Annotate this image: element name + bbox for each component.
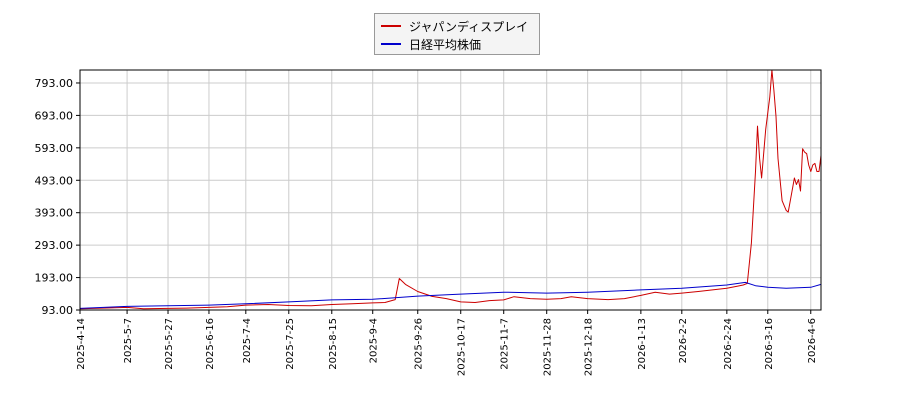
series-lines [79,69,822,310]
legend-label-series-1: ジャパンディスプレイ [409,19,529,34]
x-tick-label: 2026-4-6 [807,318,818,363]
x-tick-label: 2025-12-18 [584,318,595,376]
y-tick-label: 393.00 [35,207,74,220]
y-tick-label: 593.00 [35,142,74,155]
x-tick-label: 2025-4-14 [76,318,87,370]
x-tick-label: 2026-2-24 [723,318,734,370]
y-tick-label: 93.00 [42,304,74,317]
x-tick-label: 2025-11-28 [543,318,554,376]
legend-swatch-series-2 [381,43,401,45]
x-tick-label: 2025-8-15 [328,318,339,370]
y-axis: 93.00 193.00 293.00 393.00 493.00 593.00 693.0… [35,77,80,317]
y-tick-label: 293.00 [35,239,74,252]
series-line-2 [79,281,822,309]
x-tick-label: 2025-9-26 [414,318,425,370]
plot-frame [79,69,822,311]
y-tick-label: 493.00 [35,174,74,187]
x-tick-label: 2025-7-4 [242,318,253,363]
series-line-1 [79,69,822,310]
grid-lines [79,70,821,311]
x-tick-label: 2025-10-17 [457,318,468,376]
y-tick-label: 193.00 [35,272,74,285]
legend-swatch-series-1 [381,25,401,27]
legend-item-series-2: 日経平均株価 [381,36,481,52]
x-tick-label: 2025-6-16 [205,318,216,370]
legend: ジャパンディスプレイ 日経平均株価 [374,13,540,55]
x-tick-label: 2026-1-13 [637,318,648,370]
x-tick-label: 2025-5-7 [123,318,134,363]
x-tick-label: 2025-7-25 [285,318,296,370]
x-tick-label: 2025-5-27 [164,318,175,370]
legend-label-series-2: 日経平均株価 [409,37,482,52]
y-tick-label: 693.00 [35,109,74,122]
x-tick-label: 2025-9-4 [369,318,380,363]
x-tick-label: 2026-2-2 [678,318,689,363]
x-axis: 2025-4-14 2025-5-7 2025-5-27 2025-6-16 2025-… [76,310,818,376]
x-tick-label: 2026-3-16 [764,318,775,370]
legend-item-series-1: ジャパンディスプレイ [381,18,528,34]
y-tick-label: 793.00 [35,77,74,90]
x-tick-label: 2025-11-7 [500,318,511,370]
